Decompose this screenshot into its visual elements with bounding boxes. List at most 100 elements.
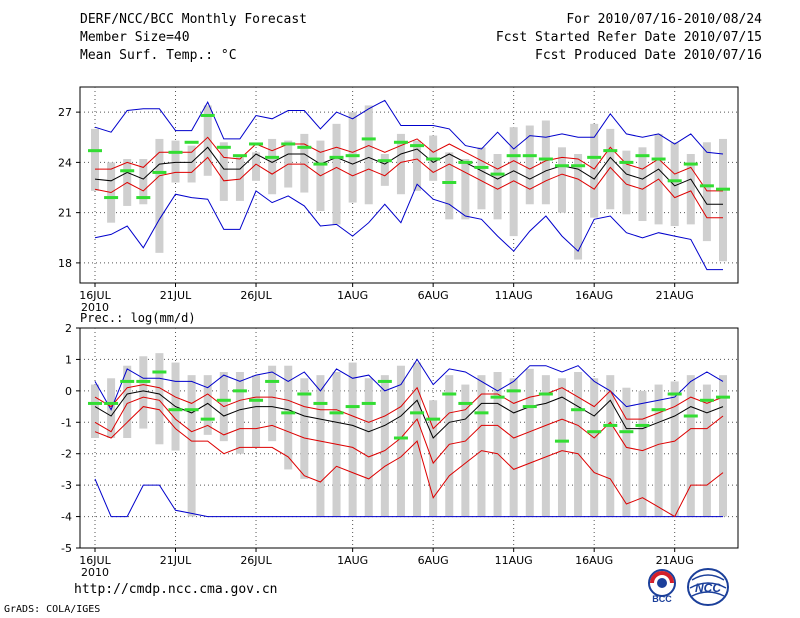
median-marker — [651, 408, 666, 412]
ensemble-box — [638, 147, 647, 222]
median-marker — [313, 162, 328, 166]
ensemble-max-line — [94, 99, 724, 155]
median-marker — [458, 401, 473, 405]
ensemble-box — [284, 365, 293, 470]
median-marker — [538, 157, 553, 161]
upper-sd-line — [95, 136, 723, 192]
ensemble-box — [574, 154, 583, 260]
ensemble-box — [557, 147, 566, 213]
y-tick-label: 21 — [58, 207, 72, 220]
ensemble-box — [702, 384, 711, 517]
median-marker — [265, 379, 280, 383]
median-marker — [442, 392, 457, 396]
y-tick-label: 2 — [65, 322, 72, 335]
x-tick-label: 1AUG — [337, 289, 368, 302]
median-marker — [377, 379, 392, 383]
median-marker — [426, 417, 441, 421]
median-marker — [313, 401, 328, 405]
footer-url[interactable]: http://cmdp.ncc.cma.gov.cn — [74, 582, 278, 597]
x-tick-label: 1AUG — [337, 554, 368, 567]
median-marker — [184, 408, 199, 412]
median-marker — [361, 401, 376, 405]
median-marker — [474, 411, 489, 415]
median-marker — [716, 187, 730, 191]
ensemble-box — [364, 378, 373, 517]
median-marker — [667, 179, 682, 183]
median-marker — [281, 411, 296, 415]
panel-title: Prec.: log(mm/d) — [80, 311, 196, 325]
y-tick-label: -1 — [61, 416, 72, 429]
ensemble-box — [461, 159, 470, 220]
ensemble-box — [622, 387, 631, 517]
median-marker — [216, 145, 231, 149]
median-marker — [88, 401, 102, 405]
ensemble-box — [557, 378, 566, 517]
ensemble-box — [203, 105, 212, 176]
member-size: Member Size=40 — [80, 30, 190, 45]
y-tick-label: -3 — [61, 479, 72, 492]
ncc-logo: NCC — [684, 566, 732, 608]
y-tick-label: -2 — [61, 448, 72, 461]
median-marker — [249, 398, 264, 402]
median-marker — [554, 164, 569, 168]
ensemble-box — [541, 375, 550, 517]
median-marker — [168, 408, 183, 412]
median-marker — [104, 196, 119, 200]
upper-sd-line — [94, 384, 724, 430]
x-tick-label: 16AUG — [575, 289, 613, 302]
ensemble-box — [590, 378, 599, 517]
ensemble-box — [574, 372, 583, 517]
median-marker — [635, 423, 650, 427]
ensemble-box — [316, 375, 325, 517]
x-tick-label: 26JUL — [240, 289, 272, 302]
median-marker — [200, 417, 215, 421]
median-marker — [619, 430, 634, 434]
median-marker — [410, 144, 425, 148]
ensemble-box — [203, 375, 212, 435]
ensemble-mean-line — [94, 390, 724, 439]
ensemble-box — [252, 152, 261, 181]
median-marker — [683, 414, 698, 418]
plot-frame — [79, 327, 739, 549]
y-tick-label: 27 — [58, 106, 72, 119]
median-marker — [603, 149, 618, 153]
median-marker — [474, 165, 489, 169]
y-tick-label: 0 — [65, 385, 72, 398]
median-marker — [104, 401, 119, 405]
median-marker — [136, 196, 151, 200]
median-marker — [168, 150, 183, 154]
median-marker — [393, 140, 408, 144]
ensemble-box — [396, 133, 405, 195]
lower-2sd-line — [94, 406, 724, 518]
median-marker — [490, 172, 505, 176]
x-tick-label: 21JUL — [160, 289, 192, 302]
ensemble-box — [107, 378, 116, 438]
plot-frame — [79, 86, 739, 284]
median-marker — [603, 423, 618, 427]
x-tick-label: 21AUG — [656, 289, 694, 302]
median-marker — [232, 154, 247, 158]
median-marker — [667, 392, 682, 396]
median-marker — [345, 405, 360, 409]
lower-sd-line — [94, 396, 724, 465]
median-marker — [554, 439, 569, 443]
x-tick-label: 21JUL — [160, 554, 192, 567]
ensemble-box — [139, 159, 148, 205]
fcst-started-date: Fcst Started Refer Date 2010/07/15 — [495, 30, 762, 45]
ensemble-min-line — [94, 183, 723, 271]
ensemble-box — [493, 372, 502, 517]
y-tick-label: 18 — [58, 257, 72, 270]
ensemble-box — [123, 365, 132, 438]
ensemble-box — [670, 381, 679, 517]
x-tick-label: 6AUG — [418, 554, 449, 567]
median-marker — [683, 162, 698, 166]
median-marker — [136, 379, 151, 383]
median-marker — [152, 170, 167, 174]
median-marker — [393, 436, 408, 440]
y-tick-label: -4 — [61, 511, 72, 524]
x-tick-label: 16JUL — [79, 554, 111, 567]
ensemble-box — [364, 105, 373, 205]
median-marker — [538, 392, 553, 396]
median-marker — [522, 405, 537, 409]
